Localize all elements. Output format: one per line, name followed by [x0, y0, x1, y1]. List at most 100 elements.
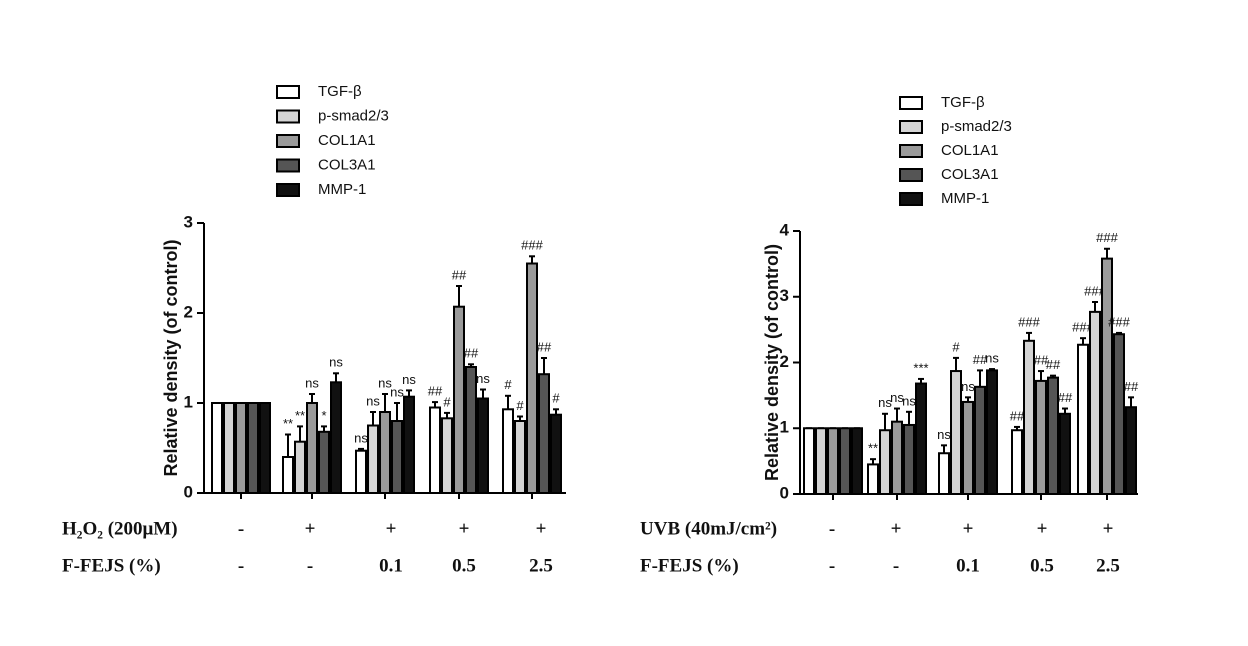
treatment-value: 2.5	[529, 555, 553, 576]
significance-label: ###	[1108, 314, 1130, 329]
bar	[330, 381, 342, 494]
bar	[950, 370, 962, 495]
treatment-value: +	[536, 518, 547, 539]
treatment-value: 0.5	[452, 555, 476, 576]
significance-label: ns	[476, 371, 490, 386]
bar	[441, 417, 453, 494]
significance-label: ns	[961, 379, 975, 394]
treatment-label: H₂O₂ (200μM)	[62, 518, 178, 539]
legend-label: TGF-β	[941, 94, 985, 111]
y-tick-label: 0	[780, 483, 789, 502]
bar	[1113, 333, 1125, 496]
bar	[879, 429, 891, 496]
bar	[986, 369, 998, 496]
bar	[235, 402, 247, 494]
legend-swatch	[899, 120, 923, 134]
bar	[903, 423, 915, 495]
significance-label: ns	[329, 355, 343, 370]
bar	[247, 402, 259, 494]
bar	[1077, 343, 1089, 495]
bar	[526, 262, 538, 494]
significance-label: ##	[973, 352, 988, 367]
bar	[1035, 379, 1047, 495]
treatment-label: F-FEJS (%)	[640, 555, 739, 576]
bar	[453, 305, 465, 495]
legend-label: p-smad2/3	[941, 118, 1012, 135]
bar	[502, 408, 514, 494]
legend-swatch	[276, 158, 300, 173]
treatment-value: +	[963, 518, 974, 539]
legend-label: MMP-1	[941, 190, 989, 207]
bar	[974, 385, 986, 496]
bar	[223, 402, 235, 494]
significance-label: **	[295, 408, 305, 423]
bar	[538, 373, 550, 495]
bar	[1023, 339, 1035, 495]
significance-label: ###	[1018, 314, 1040, 329]
y-tick-label: 3	[184, 212, 193, 231]
significance-label: ns	[378, 375, 392, 390]
bar	[355, 449, 367, 495]
y-tick-label: 0	[184, 482, 193, 501]
bar	[839, 427, 851, 495]
treatment-value: -	[238, 518, 244, 539]
bar	[827, 427, 839, 495]
significance-label: ###	[521, 238, 543, 253]
significance-label: ##	[1034, 352, 1049, 367]
significance-label: ns	[890, 390, 904, 405]
bar	[962, 400, 974, 496]
significance-label: ###	[1072, 320, 1094, 335]
treatment-value: +	[891, 518, 902, 539]
significance-label: ##	[428, 384, 443, 399]
significance-label: ##	[464, 346, 479, 361]
bar	[429, 406, 441, 494]
significance-label: ***	[913, 360, 928, 375]
bar	[211, 402, 223, 494]
significance-label: #	[504, 377, 512, 392]
bar	[851, 427, 863, 495]
treatment-value: +	[459, 518, 470, 539]
y-tick-label: 1	[780, 418, 789, 437]
y-axis-title: Relative density (of control)	[762, 244, 782, 481]
legend-swatch	[899, 168, 923, 182]
y-tick-label: 3	[780, 286, 789, 305]
bar	[867, 463, 879, 496]
legend-label: p-smad2/3	[318, 107, 389, 124]
bar	[1011, 429, 1023, 496]
legend-swatch	[276, 85, 300, 99]
treatment-value: 0.5	[1030, 555, 1054, 576]
treatment-value: +	[1037, 518, 1048, 539]
significance-label: ns	[366, 393, 380, 408]
bar	[477, 397, 489, 494]
treatment-value: -	[238, 555, 244, 576]
bar	[1125, 406, 1137, 495]
treatment-value: +	[386, 518, 397, 539]
legend-label: COL3A1	[941, 166, 999, 183]
bar	[550, 413, 562, 495]
significance-label: #	[443, 394, 451, 409]
legend-swatch	[899, 96, 923, 110]
bar	[379, 411, 391, 494]
bar	[259, 402, 271, 494]
treatment-value: -	[829, 555, 835, 576]
treatment-value: +	[1103, 518, 1114, 539]
significance-label: ns	[402, 372, 416, 387]
significance-label: **	[868, 441, 878, 456]
significance-label: ##	[1124, 379, 1139, 394]
treatment-value: -	[307, 555, 313, 576]
y-tick-label: 2	[184, 302, 193, 321]
bar	[282, 456, 294, 494]
bar	[367, 424, 379, 494]
treatment-value: 0.1	[956, 555, 980, 576]
y-tick-label: 2	[780, 352, 789, 371]
bar	[465, 366, 477, 494]
bar	[915, 382, 927, 496]
treatment-value: -	[829, 518, 835, 539]
significance-label: ns	[354, 430, 368, 445]
treatment-label: UVB (40mJ/cm²)	[640, 518, 777, 539]
bar	[514, 420, 526, 494]
treatment-value: 2.5	[1096, 555, 1120, 576]
y-tick-label: 4	[780, 220, 790, 239]
y-tick-label: 1	[184, 392, 193, 411]
